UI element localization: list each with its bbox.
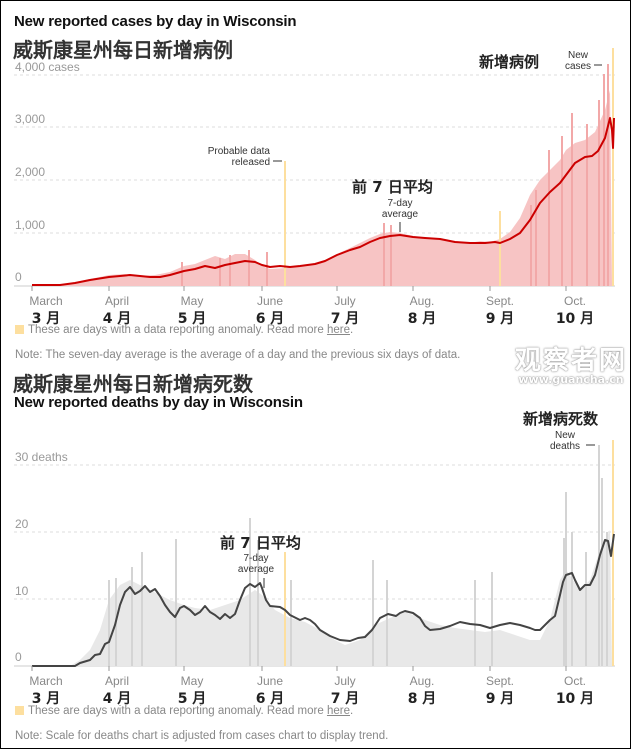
cases-month-june: June [256,294,284,308]
deaths-x-ticks [31,666,567,671]
deaths-y-label-0: 0 [15,650,22,664]
deaths-title-cn: 威斯康星州每日新增病死数 [13,372,253,396]
cases-month-cn-8: 8 月 [407,311,437,327]
deaths-month-cn-4: 4 月 [102,691,132,707]
deaths-anomaly-legend: These are days with a data reporting ano… [15,705,353,717]
cases-y-label-2000: 2,000 [15,165,46,179]
deaths-y-label-20: 20 [15,517,29,531]
cases-7day-average-line [32,117,615,286]
cases-avg-label-cn: 前 7 日平均 [352,178,433,196]
cases-anomaly-bars [284,48,614,286]
new-cases-annotation: New cases [564,50,592,72]
anomaly-swatch-icon [15,706,24,715]
deaths-y-label-30: 30 deaths [15,450,68,464]
cases-month-cn-9: 9 月 [485,311,515,327]
deaths-month-cn-9: 9 月 [485,691,515,707]
deaths-y-label-10: 10 [15,584,29,598]
cases-note: Note: The seven-day average is the avera… [15,349,461,361]
deaths-7day-average-line [32,533,615,667]
new-cases-label-cn: 新增病例 [479,53,540,71]
cases-x-ticks [31,286,567,291]
deaths-month-may: May [180,674,204,688]
cases-avg-annotation: 7-day average [381,198,419,220]
cases-month-may: May [180,294,204,308]
cases-month-oct: Oct. [563,294,586,308]
probable-data-annotation: Probable data released [207,146,270,168]
deaths-month-april: April [104,674,129,688]
cases-month-cn-6: 6 月 [255,311,285,327]
cases-month-july: July [334,294,356,308]
cases-month-cn-3: 3 月 [31,311,61,327]
deaths-month-oct: Oct. [563,674,586,688]
deaths-month-sept: Sept. [485,674,515,688]
deaths-month-cn-3: 3 月 [31,691,61,707]
new-deaths-label-cn: 新增病死数 [523,410,599,428]
cases-month-sept: Sept. [485,294,515,308]
cases-month-april: April [104,294,129,308]
cases-title-cn: 威斯康星州每日新增病例 [13,38,233,62]
deaths-gridlines [14,464,615,600]
deaths-month-june: June [256,674,284,688]
deaths-month-july: July [334,674,356,688]
cases-y-label-1000: 1,000 [15,218,46,232]
cases-month-cn-10: 10 月 [555,311,595,327]
cases-month-cn-4: 4 月 [102,311,132,327]
deaths-note: Note: Scale for deaths chart is adjusted… [15,730,389,742]
anomaly-swatch-icon [15,325,24,334]
deaths-month-cn-5: 5 月 [177,691,207,707]
deaths-month-cn-8: 8 月 [407,691,437,707]
cases-anomaly-legend: These are days with a data reporting ano… [15,324,353,336]
cases-month-aug: Aug. [409,294,435,308]
cases-bars [32,90,612,286]
cases-month-cn-7: 7 月 [330,311,360,327]
cases-y-label-4000: 4,000 cases [15,60,80,74]
cases-spike-bars [181,64,609,286]
deaths-title-en: New reported deaths by day in Wisconsin [14,394,303,411]
deaths-month-cn-6: 6 月 [255,691,285,707]
deaths-month-march: March [29,674,63,688]
cases-month-cn-5: 5 月 [177,311,207,327]
cases-y-label-0: 0 [15,270,22,284]
deaths-month-cn-10: 10 月 [555,691,595,707]
deaths-avg-annotation: 7-day average [237,553,275,575]
deaths-read-more-link[interactable]: here [326,705,350,717]
deaths-avg-label-cn: 前 7 日平均 [220,534,301,552]
cases-read-more-link[interactable]: here [326,324,350,336]
deaths-month-aug: Aug. [409,674,435,688]
cases-month-march: March [29,294,63,308]
new-deaths-annotation: New deaths [549,430,581,452]
cases-title-en: New reported cases by day in Wisconsin [14,13,297,30]
cases-y-label-3000: 3,000 [15,112,46,126]
deaths-month-cn-7: 7 月 [330,691,360,707]
deaths-bars [32,530,612,666]
guancha-watermark: 观察者网 www.guancha.cn [514,346,627,386]
